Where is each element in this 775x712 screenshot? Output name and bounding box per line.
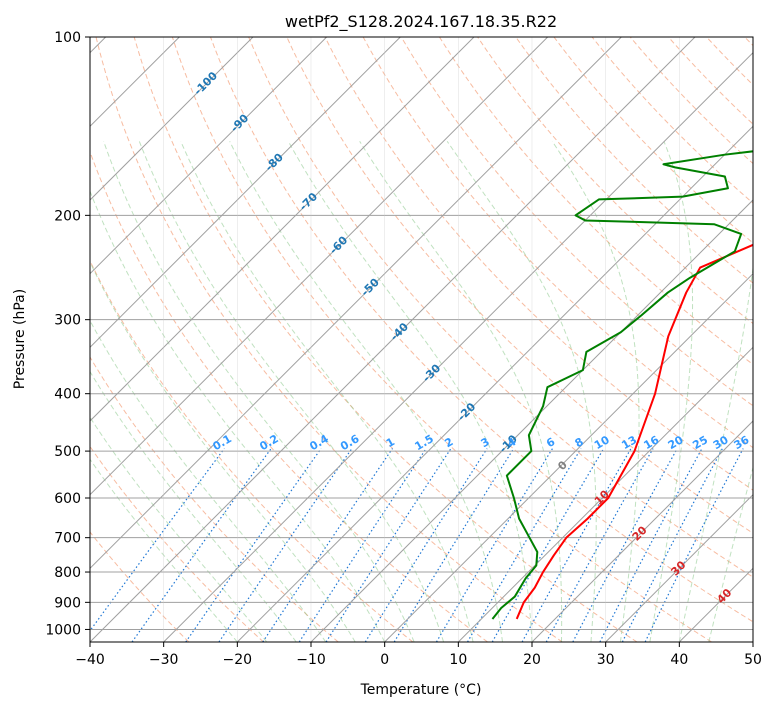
y-tick-label: 400	[54, 387, 81, 403]
y-tick-label: 600	[54, 491, 81, 507]
y-axis-label: Pressure (hPa)	[12, 289, 28, 389]
x-tick-label: 50	[744, 652, 762, 668]
x-tick-label: −30	[149, 652, 179, 668]
y-tick-label: 700	[54, 531, 81, 547]
x-tick-label: 20	[523, 652, 541, 668]
y-tick-label: 900	[54, 595, 81, 611]
x-tick-label: 0	[380, 652, 389, 668]
y-tick-label: 300	[54, 313, 81, 329]
x-tick-label: −20	[223, 652, 253, 668]
x-tick-label: −10	[296, 652, 326, 668]
x-tick-label: −40	[75, 652, 105, 668]
y-tick-label: 1000	[45, 622, 81, 638]
x-tick-label: 40	[670, 652, 688, 668]
x-tick-label: 10	[449, 652, 467, 668]
y-tick-label: 200	[54, 208, 81, 224]
y-tick-label: 100	[54, 30, 81, 46]
x-tick-label: 30	[597, 652, 615, 668]
y-tick-label: 500	[54, 444, 81, 460]
chart-title: wetPf2_S128.2024.167.18.35.R22	[285, 12, 557, 32]
y-tick-label: 800	[54, 565, 81, 581]
x-axis-label: Temperature (°C)	[360, 682, 482, 698]
